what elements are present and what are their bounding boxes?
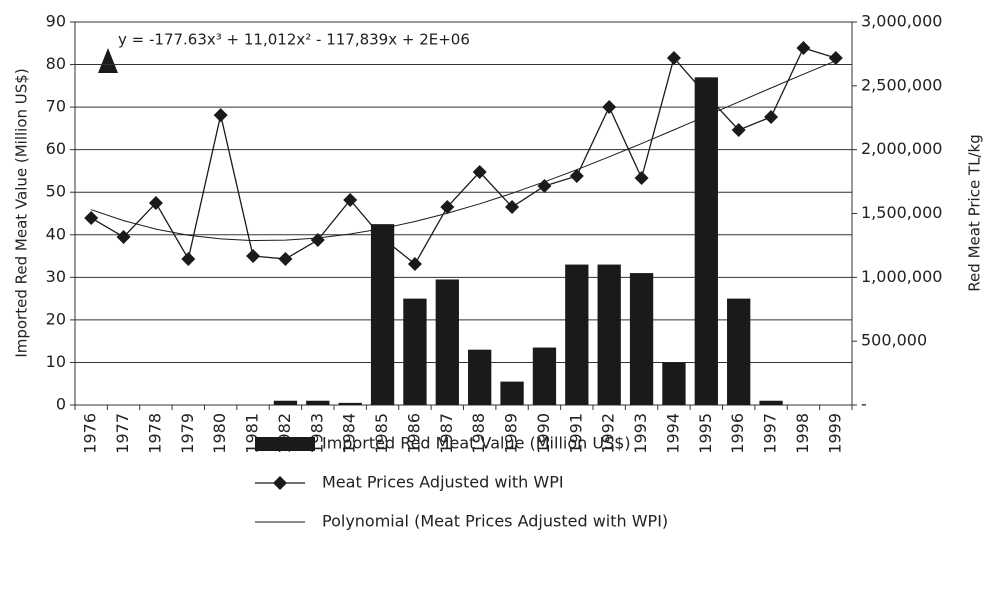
marker xyxy=(148,196,163,211)
y-tick-label: 50 xyxy=(46,182,66,201)
x-tick-label: 1977 xyxy=(113,413,132,454)
x-tick-label: 1991 xyxy=(566,413,585,454)
marker xyxy=(472,165,487,180)
bar xyxy=(629,273,654,405)
legend-label: Polynomial (Meat Prices Adjusted with WP… xyxy=(322,512,668,531)
x-tick-label: 1994 xyxy=(663,413,682,454)
marker xyxy=(84,210,99,225)
marker xyxy=(537,179,552,194)
y-tick-label: 60 xyxy=(46,139,66,158)
y-tick-label: 10 xyxy=(46,352,66,371)
bar xyxy=(370,224,395,405)
y-axis-title: Imported Red Meat Value (Million US$) xyxy=(13,68,31,357)
y2-tick-label: 2,500,000 xyxy=(861,75,942,94)
x-tick-label: 1989 xyxy=(502,413,521,454)
y-tick-label: 0 xyxy=(56,395,66,414)
x-tick-label: 1978 xyxy=(145,413,164,454)
x-tick-label: 1988 xyxy=(469,413,488,454)
y-tick-label: 90 xyxy=(46,12,66,31)
bar xyxy=(694,77,718,406)
y-tick-label: 70 xyxy=(46,97,66,116)
y2-tick-label: - xyxy=(861,395,867,414)
bar xyxy=(500,381,524,405)
x-tick-label: 1999 xyxy=(825,413,844,454)
marker xyxy=(505,199,520,214)
y-tick-label: 20 xyxy=(46,309,66,328)
marker xyxy=(764,109,779,124)
y2-tick-label: 500,000 xyxy=(861,331,927,350)
y-tick-label: 80 xyxy=(46,54,66,73)
marker xyxy=(181,251,196,266)
bar xyxy=(597,264,621,405)
x-tick-label: 1985 xyxy=(372,413,391,454)
x-tick-label: 1993 xyxy=(631,413,650,454)
x-tick-label: 1984 xyxy=(340,413,359,454)
marker xyxy=(343,192,358,207)
y2-tick-label: 3,000,000 xyxy=(861,12,942,31)
marker xyxy=(116,229,131,244)
marker xyxy=(213,108,228,123)
y2-tick-label: 1,000,000 xyxy=(861,267,942,286)
legend-marker xyxy=(273,476,287,490)
bar xyxy=(468,349,492,405)
bar xyxy=(662,362,686,405)
marker xyxy=(407,257,422,272)
y-tick-label: 40 xyxy=(46,224,66,243)
bar xyxy=(338,402,362,405)
trendline-equation: y = -177.63x³ + 11,012x² - 117,839x + 2E… xyxy=(118,31,470,49)
bar xyxy=(273,400,298,405)
bar xyxy=(565,264,589,405)
legend-label: Meat Prices Adjusted with WPI xyxy=(322,473,564,492)
line xyxy=(91,60,837,242)
marker xyxy=(666,51,681,66)
x-tick-label: 1986 xyxy=(404,413,423,454)
arrow-head xyxy=(98,48,118,73)
x-tick-label: 1998 xyxy=(793,413,812,454)
y-tick-label: 30 xyxy=(46,267,66,286)
marker xyxy=(602,100,617,115)
x-tick-label: 1980 xyxy=(210,413,229,454)
marker xyxy=(375,231,390,246)
marker xyxy=(796,41,811,56)
x-tick-label: 1976 xyxy=(81,413,100,454)
x-tick-label: 1990 xyxy=(534,413,553,454)
bar xyxy=(532,347,557,405)
marker xyxy=(246,249,261,264)
x-tick-label: 1995 xyxy=(696,413,715,454)
bar xyxy=(403,298,427,405)
marker xyxy=(310,233,325,248)
bar xyxy=(435,279,459,405)
x-tick-label: 1987 xyxy=(437,413,456,454)
y2-tick-label: 1,500,000 xyxy=(861,203,942,222)
marker xyxy=(828,51,843,66)
marker xyxy=(278,251,293,266)
x-tick-label: 1997 xyxy=(761,413,780,454)
line xyxy=(90,47,837,266)
bar xyxy=(306,400,330,405)
marker xyxy=(634,171,649,186)
legend-swatch xyxy=(255,437,315,451)
marker xyxy=(699,88,714,103)
x-tick-label: 1992 xyxy=(599,413,618,454)
y2-tick-label: 2,000,000 xyxy=(861,139,942,158)
marker xyxy=(569,168,584,183)
bar xyxy=(759,400,783,405)
marker xyxy=(731,123,746,138)
legend-label: Imported Red Meat Value (Million US$) xyxy=(322,434,631,453)
x-tick-label: 1996 xyxy=(728,413,747,454)
y2-axis-title: Red Meat Price TL/kg xyxy=(966,134,984,291)
x-tick-label: 1979 xyxy=(178,413,197,454)
marker xyxy=(440,199,455,214)
bar xyxy=(727,298,751,405)
